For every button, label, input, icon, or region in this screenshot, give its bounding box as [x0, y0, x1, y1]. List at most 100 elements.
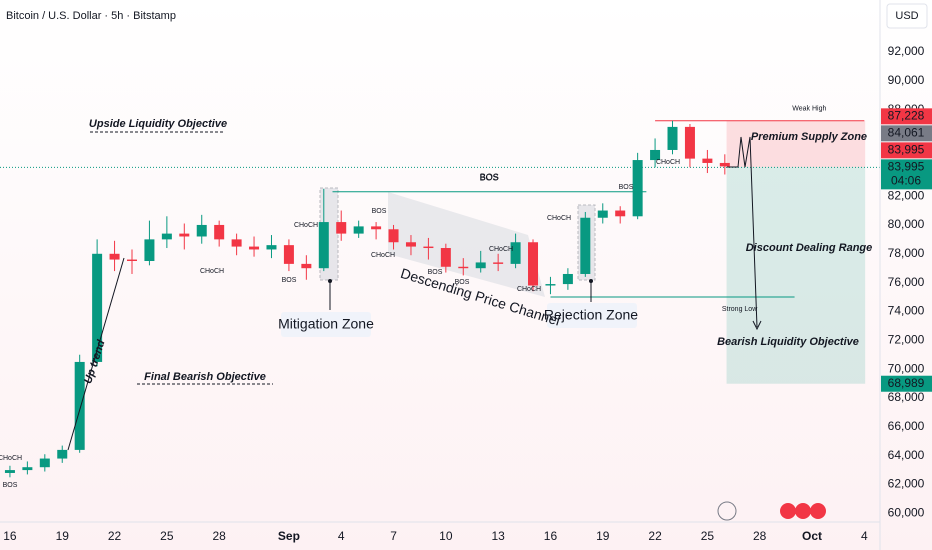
- price-label-box: [881, 142, 932, 159]
- candle-body: [4, 470, 15, 473]
- candle-body: [249, 246, 260, 250]
- zone: [726, 167, 866, 384]
- x-tick-label: 22: [648, 529, 662, 543]
- candle-body: [353, 226, 364, 234]
- x-tick-label: 16: [3, 529, 17, 543]
- candle-body: [231, 239, 242, 247]
- level-label: BOS: [480, 172, 499, 182]
- candle-body: [74, 361, 85, 450]
- candle-body: [493, 262, 504, 264]
- annotation: BOS: [479, 172, 498, 182]
- candle-body: [266, 245, 277, 250]
- y-tick-label: 80,000: [888, 217, 925, 231]
- y-tick-label: 62,000: [888, 477, 925, 491]
- price-label-box: [881, 108, 932, 125]
- x-tick-label: Oct: [802, 529, 822, 543]
- callout-box: [281, 312, 371, 337]
- price-label-box: [881, 375, 932, 392]
- annotation: BOS: [619, 184, 634, 191]
- candle-body: [214, 224, 225, 240]
- annotation: Bearish Liquidity Objective: [717, 336, 859, 348]
- candle-body: [615, 210, 626, 217]
- annotation: BOS: [282, 277, 297, 284]
- candle-body: [667, 126, 678, 150]
- candle-body: [144, 239, 155, 261]
- event-icon[interactable]: [780, 503, 796, 519]
- annotation: Rejection Zone: [544, 307, 638, 323]
- annotation: Upside Liquidity Objective: [89, 118, 227, 130]
- x-tick-label: 28: [753, 529, 767, 543]
- x-tick-label: 16: [544, 529, 558, 543]
- channel: [388, 192, 545, 297]
- x-tick-label: 4: [861, 529, 868, 543]
- candle-body: [336, 222, 347, 234]
- x-tick-label: 10: [439, 529, 453, 543]
- candle-body: [196, 224, 207, 237]
- candle-body: [684, 126, 695, 159]
- y-tick-label: 92,000: [888, 44, 925, 58]
- level-label: Strong Low: [722, 306, 758, 313]
- candle-body: [109, 253, 120, 260]
- candle-body: [57, 449, 68, 459]
- y-tick-label: 66,000: [888, 419, 925, 433]
- candle-body: [632, 160, 643, 217]
- candle-body: [580, 217, 591, 274]
- event-icon[interactable]: [795, 503, 811, 519]
- candle-body: [405, 242, 416, 247]
- candle-body: [510, 242, 521, 264]
- chart-title: Bitcoin / U.S. Dollar · 5h · Bitstamp: [6, 10, 176, 22]
- y-tick-label: 64,000: [888, 448, 925, 462]
- x-tick-label: Sep: [278, 529, 300, 543]
- y-tick-label: 74,000: [888, 304, 925, 318]
- zone-label: Premium Supply Zone: [751, 131, 867, 143]
- annotation: CHoCH: [547, 215, 571, 222]
- y-tick-label: 90,000: [888, 73, 925, 87]
- x-tick-label: 4: [338, 529, 345, 543]
- pointer-dot: [328, 279, 332, 283]
- candle-body: [126, 259, 137, 261]
- candle-body: [719, 162, 730, 167]
- x-tick-label: 25: [160, 529, 174, 543]
- zone-label: Discount Dealing Range: [746, 242, 873, 254]
- annotation: CHoCH: [0, 455, 22, 462]
- event-icon[interactable]: [810, 503, 826, 519]
- currency[interactable]: USD: [895, 10, 918, 22]
- annotation: Final Bearish Objective: [144, 371, 266, 383]
- price-label-box: [881, 159, 932, 190]
- price-label: 68,989: [888, 376, 925, 390]
- annotation: Mitigation Zone: [278, 316, 374, 332]
- candle-body: [283, 245, 294, 264]
- y-tick-label: 68,000: [888, 390, 925, 404]
- annotation: BOS: [428, 269, 443, 276]
- candle-body: [597, 210, 608, 218]
- price-label: 87,228: [888, 109, 925, 123]
- y-tick-label: 78,000: [888, 246, 925, 260]
- currency-box[interactable]: [886, 3, 928, 29]
- y-tick-label: 70,000: [888, 361, 925, 375]
- candle-body: [423, 246, 434, 249]
- x-tick-label: 19: [596, 529, 610, 543]
- candle-body: [371, 226, 382, 230]
- annotation: CHoCH: [489, 246, 513, 253]
- x-tick-label: 22: [108, 529, 122, 543]
- y-tick-label: 82,000: [888, 188, 925, 202]
- candle-body: [22, 467, 33, 471]
- x-tick-label: 19: [56, 529, 70, 543]
- candle-body: [440, 248, 451, 267]
- annotation: CHoCH: [656, 159, 680, 166]
- annotation: BOS: [372, 208, 387, 215]
- candle-body: [388, 229, 399, 243]
- arrow-head: [752, 320, 762, 331]
- y-tick-label: 72,000: [888, 332, 925, 346]
- candle-body: [562, 273, 573, 285]
- price-label-box: [881, 125, 932, 142]
- candle-body: [318, 222, 329, 269]
- y-tick-label: 60,000: [888, 506, 925, 520]
- price-label: 83,995: [888, 160, 925, 174]
- countdown: 04:06: [891, 174, 921, 188]
- x-tick-label: 7: [390, 529, 397, 543]
- annotation: CHoCH: [294, 222, 318, 229]
- annotation: BOS: [3, 482, 18, 489]
- event-icon[interactable]: [717, 501, 737, 521]
